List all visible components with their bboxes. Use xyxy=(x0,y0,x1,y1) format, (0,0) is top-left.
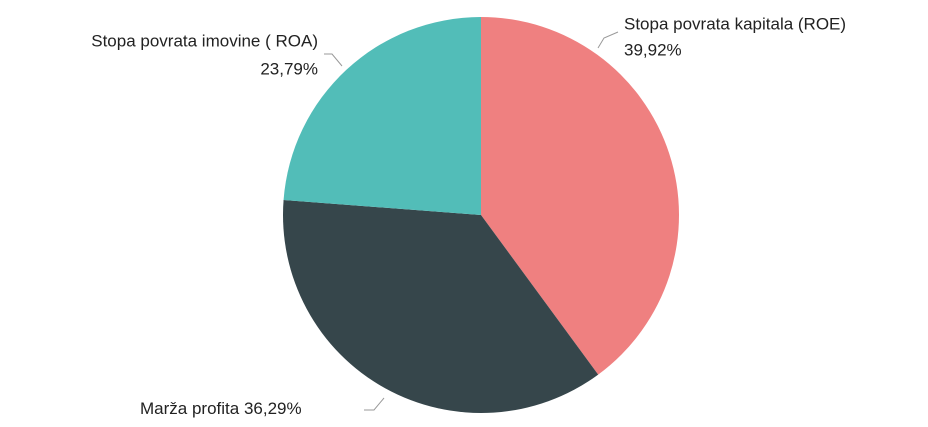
leader-line xyxy=(364,397,385,411)
pie-slice xyxy=(283,17,481,215)
leader-line xyxy=(324,53,343,67)
leader-line xyxy=(597,31,619,49)
slice-value-label: 23,79% xyxy=(260,59,318,78)
pie-slice xyxy=(481,17,679,375)
slice-label: Stopa povrata imovine ( ROA) xyxy=(91,31,318,50)
pie-slice xyxy=(283,199,599,413)
slice-value-label: 39,92% xyxy=(624,40,682,59)
slice-label: Marža profita xyxy=(140,399,240,418)
slice-label: Stopa povrata kapitala (ROE) xyxy=(624,14,846,33)
slice-label-group: Marža profita 36,29% xyxy=(140,399,302,418)
slice-value-label: 36,29% xyxy=(244,399,302,418)
